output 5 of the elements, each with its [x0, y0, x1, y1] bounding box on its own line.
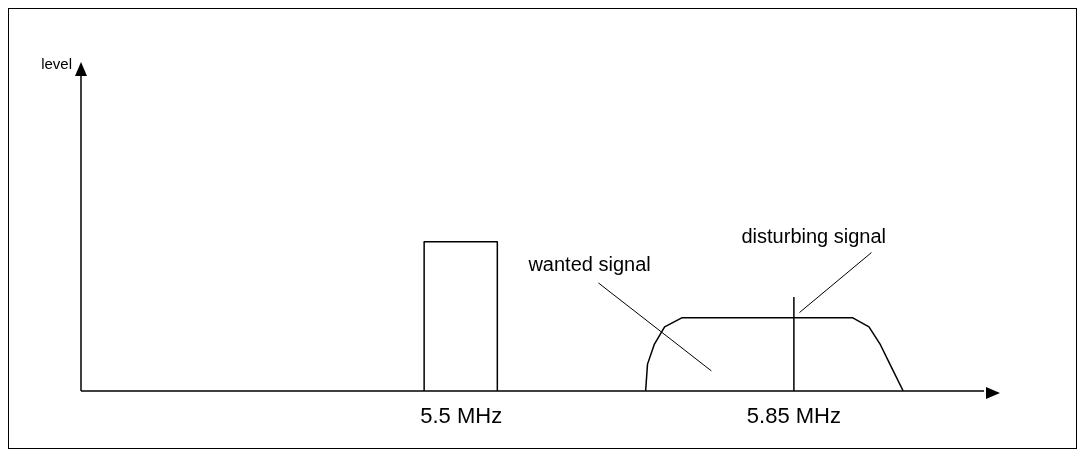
- x-tick-label: 5.85 MHz: [746, 402, 841, 428]
- x-tick-label: 5.5 MHz: [420, 402, 503, 428]
- text: level: [41, 54, 72, 72]
- text: disturbing signal: [741, 224, 886, 247]
- text: wanted signal: [527, 252, 651, 275]
